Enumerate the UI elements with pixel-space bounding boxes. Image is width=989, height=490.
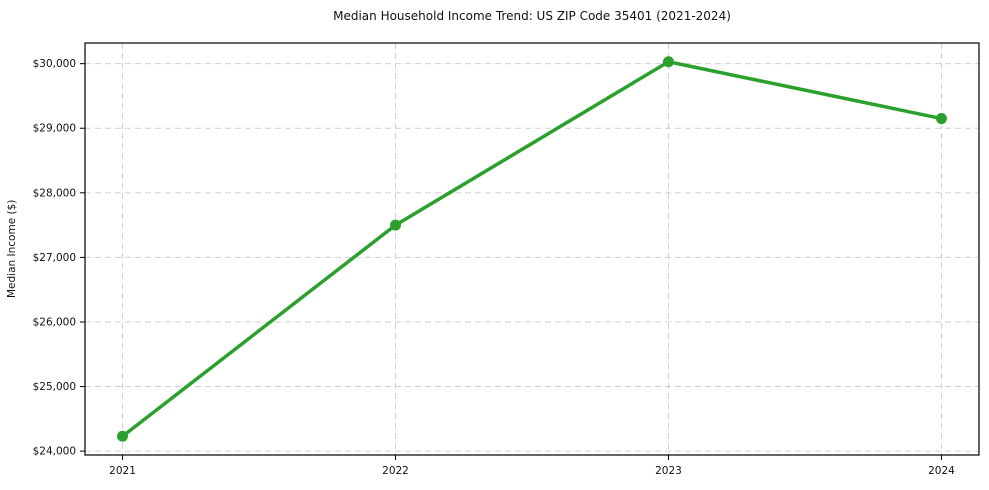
x-tick-label: 2023 bbox=[655, 465, 682, 477]
plot-border bbox=[84, 42, 980, 456]
x-tick-label: 2024 bbox=[928, 465, 955, 477]
trend-line bbox=[120, 59, 944, 439]
y-tick-label: $28,000 bbox=[33, 187, 76, 199]
data-point-marker bbox=[117, 430, 129, 442]
data-point-marker bbox=[390, 219, 402, 231]
y-tick-label: $24,000 bbox=[33, 446, 76, 458]
y-tick-label: $29,000 bbox=[33, 123, 76, 135]
y-tick-label: $26,000 bbox=[33, 316, 76, 328]
y-tick-label: $27,000 bbox=[33, 252, 76, 264]
chart-title: Median Household Income Trend: US ZIP Co… bbox=[333, 9, 731, 23]
x-tick-label: 2021 bbox=[109, 465, 136, 477]
data-point-marker bbox=[935, 113, 947, 125]
x-tick-label: 2022 bbox=[382, 465, 409, 477]
y-tick-label: $25,000 bbox=[33, 381, 76, 393]
data-point-marker bbox=[662, 56, 674, 68]
y-tick-label: $30,000 bbox=[33, 58, 76, 70]
